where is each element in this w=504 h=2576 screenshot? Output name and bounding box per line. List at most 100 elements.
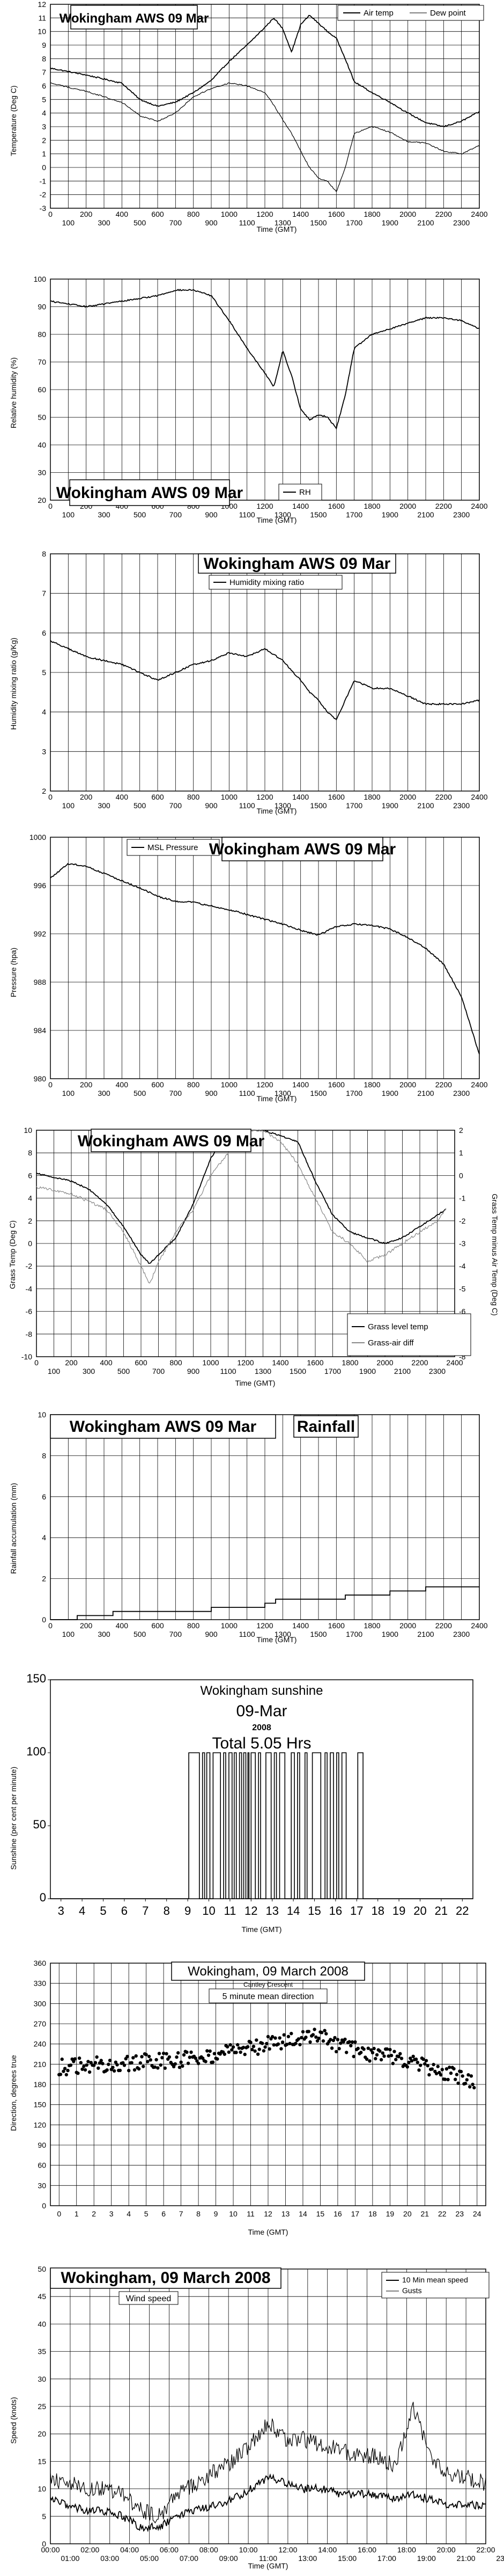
direction-point [95, 2055, 99, 2059]
wind-x-tick-label: 22:00 [476, 2545, 495, 2554]
direction-point [389, 2053, 394, 2058]
direction-point [118, 2068, 122, 2073]
rain-y-tick-label: 6 [42, 1492, 46, 1501]
temp-x-tick-label: 1600 [328, 210, 345, 218]
rh-y-tick-label: 80 [38, 330, 46, 339]
direction-point [175, 2055, 179, 2059]
rh-series-rh [50, 289, 480, 430]
direction-point [272, 2043, 276, 2047]
temp-x-tick-label: 900 [205, 218, 218, 227]
grass-y2-tick-label: -3 [459, 1239, 466, 1248]
rain-y-tick-label: 8 [42, 1451, 46, 1460]
direction-point [230, 2048, 234, 2052]
grass-x-tick-label: 1900 [359, 1367, 376, 1375]
direction-point [443, 2077, 447, 2081]
direction-point [165, 2052, 168, 2055]
direction-title: Wokingham, 09 March 2008 [188, 1964, 349, 1979]
mixing-ratio-chart: 2 3 4 5 6 7 8 0 200 400 600 800 1000 1200 1400 1600 1800… [9, 550, 488, 815]
dir-y-tick-label: 60 [38, 2161, 46, 2170]
rh-y-tick-label: 60 [38, 385, 46, 394]
direction-point [294, 2041, 298, 2045]
gusts-legend-label: Gusts [402, 2286, 422, 2295]
grass-y-tick-label: 6 [28, 1171, 32, 1180]
rh-x-tick-label: 1200 [256, 502, 273, 510]
rain-y-tick-label: 10 [38, 1410, 46, 1419]
wind-x-tick-label: 04:00 [120, 2545, 139, 2554]
mixing-ratio-chart-panel: 2 3 4 5 6 7 8 0 200 400 600 800 1000 1200 1400 1600 1800… [6, 550, 498, 818]
rh-x-tick-label: 500 [134, 510, 146, 519]
direction-point [455, 2073, 459, 2076]
direction-point [315, 2039, 320, 2043]
direction-point [459, 2069, 463, 2074]
sun-y-tick-label: 150 [26, 1672, 46, 1685]
grass-x-tick-label: 1000 [202, 1358, 219, 1367]
sun-plot-frame [50, 1679, 473, 1899]
wind-subtitle-box [118, 2291, 179, 2305]
wind-x-tick-label: 08:00 [199, 2545, 218, 2554]
direction-point [115, 2063, 119, 2067]
rain-x-tick-label: 1100 [239, 1630, 255, 1638]
humidity-title-box [69, 479, 230, 506]
rain-x-tick-label: 2200 [435, 1621, 452, 1630]
direction-point [167, 2055, 172, 2059]
direction-point [265, 2041, 269, 2046]
temp-x-tick-label: 600 [151, 210, 164, 218]
direction-point [93, 2061, 98, 2065]
press-y-tick-label: 988 [34, 978, 47, 986]
direction-point [231, 2045, 235, 2049]
sun-y-tick-label: 0 [40, 1891, 46, 1904]
grass-y-tick-label: -6 [26, 1307, 33, 1316]
press-x-tick-label: 1900 [382, 1089, 398, 1097]
direction-point [350, 2040, 354, 2044]
direction-point [146, 2060, 150, 2063]
direction-point [172, 2065, 176, 2068]
temp-x-tick-label: 500 [134, 218, 146, 227]
humidity-chart-panel: 20 30 40 50 60 70 80 90 100 0 200 400 600 800 1000 1200… [6, 275, 498, 527]
direction-point [163, 2066, 167, 2070]
temp-x-tick-label: 1100 [239, 218, 255, 227]
direction-point [206, 2053, 211, 2057]
mix-x-tick-label: 2300 [453, 801, 470, 810]
rh-x-tick-label: 1400 [292, 502, 309, 510]
grass-x-tick-label: 1800 [342, 1358, 358, 1367]
direction-point [85, 2063, 88, 2067]
rh-x-tick-label: 700 [169, 510, 182, 519]
grass-x-tick-label: 2100 [394, 1367, 411, 1375]
direction-point [73, 2057, 77, 2061]
rainfall-y-axis-label: Rainfall accumulation (mm) [9, 1483, 18, 1574]
rh-x-tick-label: 1700 [346, 510, 362, 519]
press-x-tick-label: 0 [48, 1080, 53, 1089]
dir-y-tick-label: 360 [34, 1959, 47, 1967]
dir-x-tick-label: 15 [316, 2209, 325, 2218]
direction-point [426, 2063, 429, 2068]
direction-point [382, 2054, 386, 2058]
wind-series-gusts [50, 2402, 486, 2524]
wind-x-tick-label: 17:00 [377, 2554, 396, 2563]
grass-x-tick-label: 600 [135, 1358, 147, 1367]
grass-x-tick-label: 1100 [220, 1367, 236, 1375]
direction-point [317, 2036, 321, 2040]
direction-point [362, 2047, 366, 2051]
direction-point [101, 2062, 105, 2066]
rh-legend-label: RH [299, 488, 311, 497]
mix-y-tick-label: 7 [42, 589, 46, 598]
wind-x-tick-label: 23:00 [496, 2554, 504, 2563]
press-y-tick-label: 980 [34, 1074, 47, 1083]
direction-point [471, 2082, 475, 2087]
direction-point [297, 2037, 300, 2041]
direction-point [353, 2040, 357, 2044]
mix-x-tick-label: 1100 [239, 801, 255, 810]
pressure-plot-layer: 980 984 988 992 996 1000 0 200 400 600 800 1000 1200… [29, 833, 488, 1097]
rh-x-tick-label: 2300 [453, 510, 470, 519]
humidity-y-axis-label: Relative humidity (%) [9, 357, 18, 428]
press-x-tick-label: 1000 [221, 1080, 238, 1089]
wind-y-tick-label: 40 [38, 2319, 46, 2328]
direction-point [311, 2033, 315, 2037]
direction-point [261, 2041, 264, 2045]
grass-x-tick-label: 800 [169, 1358, 182, 1367]
grass-y-tick-label: 0 [28, 1239, 32, 1248]
mixing-ratio-title: Wokingham AWS 09 Mar [204, 555, 391, 573]
rh-y-tick-label: 20 [38, 496, 46, 504]
